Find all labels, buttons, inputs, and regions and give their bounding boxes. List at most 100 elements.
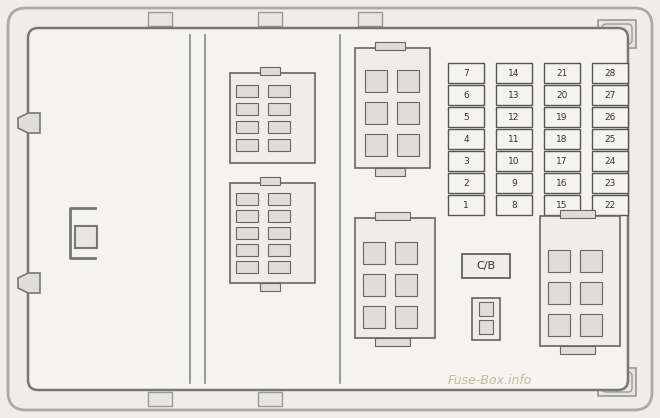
Bar (592, 107, 628, 127)
Bar (548, 250, 570, 272)
Text: 4: 4 (463, 135, 469, 143)
Text: 25: 25 (605, 135, 616, 143)
Bar (268, 121, 290, 133)
Bar (236, 85, 258, 97)
Text: 8: 8 (511, 201, 517, 209)
Bar (355, 218, 435, 338)
Bar (395, 306, 417, 328)
Bar (268, 85, 290, 97)
Bar (236, 121, 258, 133)
Text: 26: 26 (605, 112, 616, 122)
Bar (236, 193, 258, 205)
Bar (397, 134, 419, 156)
Bar (236, 139, 258, 151)
Bar (148, 392, 172, 406)
Bar (363, 274, 385, 296)
Bar (496, 195, 532, 215)
Text: C/B: C/B (477, 261, 496, 271)
Bar (448, 85, 484, 105)
Bar (479, 320, 493, 334)
Bar (268, 103, 290, 115)
Text: 28: 28 (605, 69, 616, 77)
Bar (365, 70, 387, 92)
FancyBboxPatch shape (602, 24, 632, 44)
Bar (592, 173, 628, 193)
Bar (260, 67, 280, 75)
Bar (592, 129, 628, 149)
Bar (548, 282, 570, 304)
Bar (544, 129, 580, 149)
Bar (375, 212, 410, 220)
Text: 9: 9 (511, 178, 517, 188)
Text: 12: 12 (508, 112, 519, 122)
Text: 13: 13 (508, 91, 520, 99)
Text: 23: 23 (605, 178, 616, 188)
Text: 16: 16 (556, 178, 568, 188)
Bar (544, 151, 580, 171)
Bar (544, 107, 580, 127)
Bar (236, 210, 258, 222)
Bar (598, 20, 636, 48)
FancyBboxPatch shape (8, 8, 652, 410)
Bar (358, 12, 382, 26)
Text: 21: 21 (556, 69, 568, 77)
Bar (395, 274, 417, 296)
Bar (375, 338, 410, 346)
Bar (580, 282, 602, 304)
FancyBboxPatch shape (602, 372, 632, 392)
Polygon shape (18, 113, 40, 133)
Bar (592, 151, 628, 171)
Text: Fuse-Box.info: Fuse-Box.info (448, 374, 532, 387)
Bar (544, 173, 580, 193)
Bar (375, 42, 405, 50)
Bar (462, 254, 510, 278)
Bar (363, 306, 385, 328)
Text: 14: 14 (508, 69, 519, 77)
Bar (560, 210, 595, 218)
Bar (496, 129, 532, 149)
Bar (236, 227, 258, 239)
Text: 18: 18 (556, 135, 568, 143)
Bar (560, 346, 595, 354)
Bar (448, 173, 484, 193)
Text: 7: 7 (463, 69, 469, 77)
Bar (496, 85, 532, 105)
Bar (365, 134, 387, 156)
Bar (148, 12, 172, 26)
Text: 6: 6 (463, 91, 469, 99)
Bar (363, 242, 385, 264)
Text: 1: 1 (463, 201, 469, 209)
Bar (365, 102, 387, 124)
Text: 15: 15 (556, 201, 568, 209)
Bar (230, 73, 315, 163)
Bar (375, 168, 405, 176)
Bar (258, 392, 282, 406)
Text: 5: 5 (463, 112, 469, 122)
Bar (268, 227, 290, 239)
Bar (592, 63, 628, 83)
Bar (448, 107, 484, 127)
Bar (397, 102, 419, 124)
Bar (448, 63, 484, 83)
Bar (580, 250, 602, 272)
Bar (268, 210, 290, 222)
Bar (395, 242, 417, 264)
Bar (355, 48, 430, 168)
Text: 17: 17 (556, 156, 568, 166)
Bar (496, 63, 532, 83)
Bar (544, 85, 580, 105)
Bar (268, 261, 290, 273)
Bar (236, 261, 258, 273)
Bar (592, 195, 628, 215)
Bar (548, 314, 570, 336)
Text: 11: 11 (508, 135, 520, 143)
Text: 19: 19 (556, 112, 568, 122)
Bar (544, 195, 580, 215)
Bar (448, 151, 484, 171)
Text: 10: 10 (508, 156, 520, 166)
Bar (397, 70, 419, 92)
Bar (258, 12, 282, 26)
Bar (448, 195, 484, 215)
Bar (544, 63, 580, 83)
Text: 3: 3 (463, 156, 469, 166)
